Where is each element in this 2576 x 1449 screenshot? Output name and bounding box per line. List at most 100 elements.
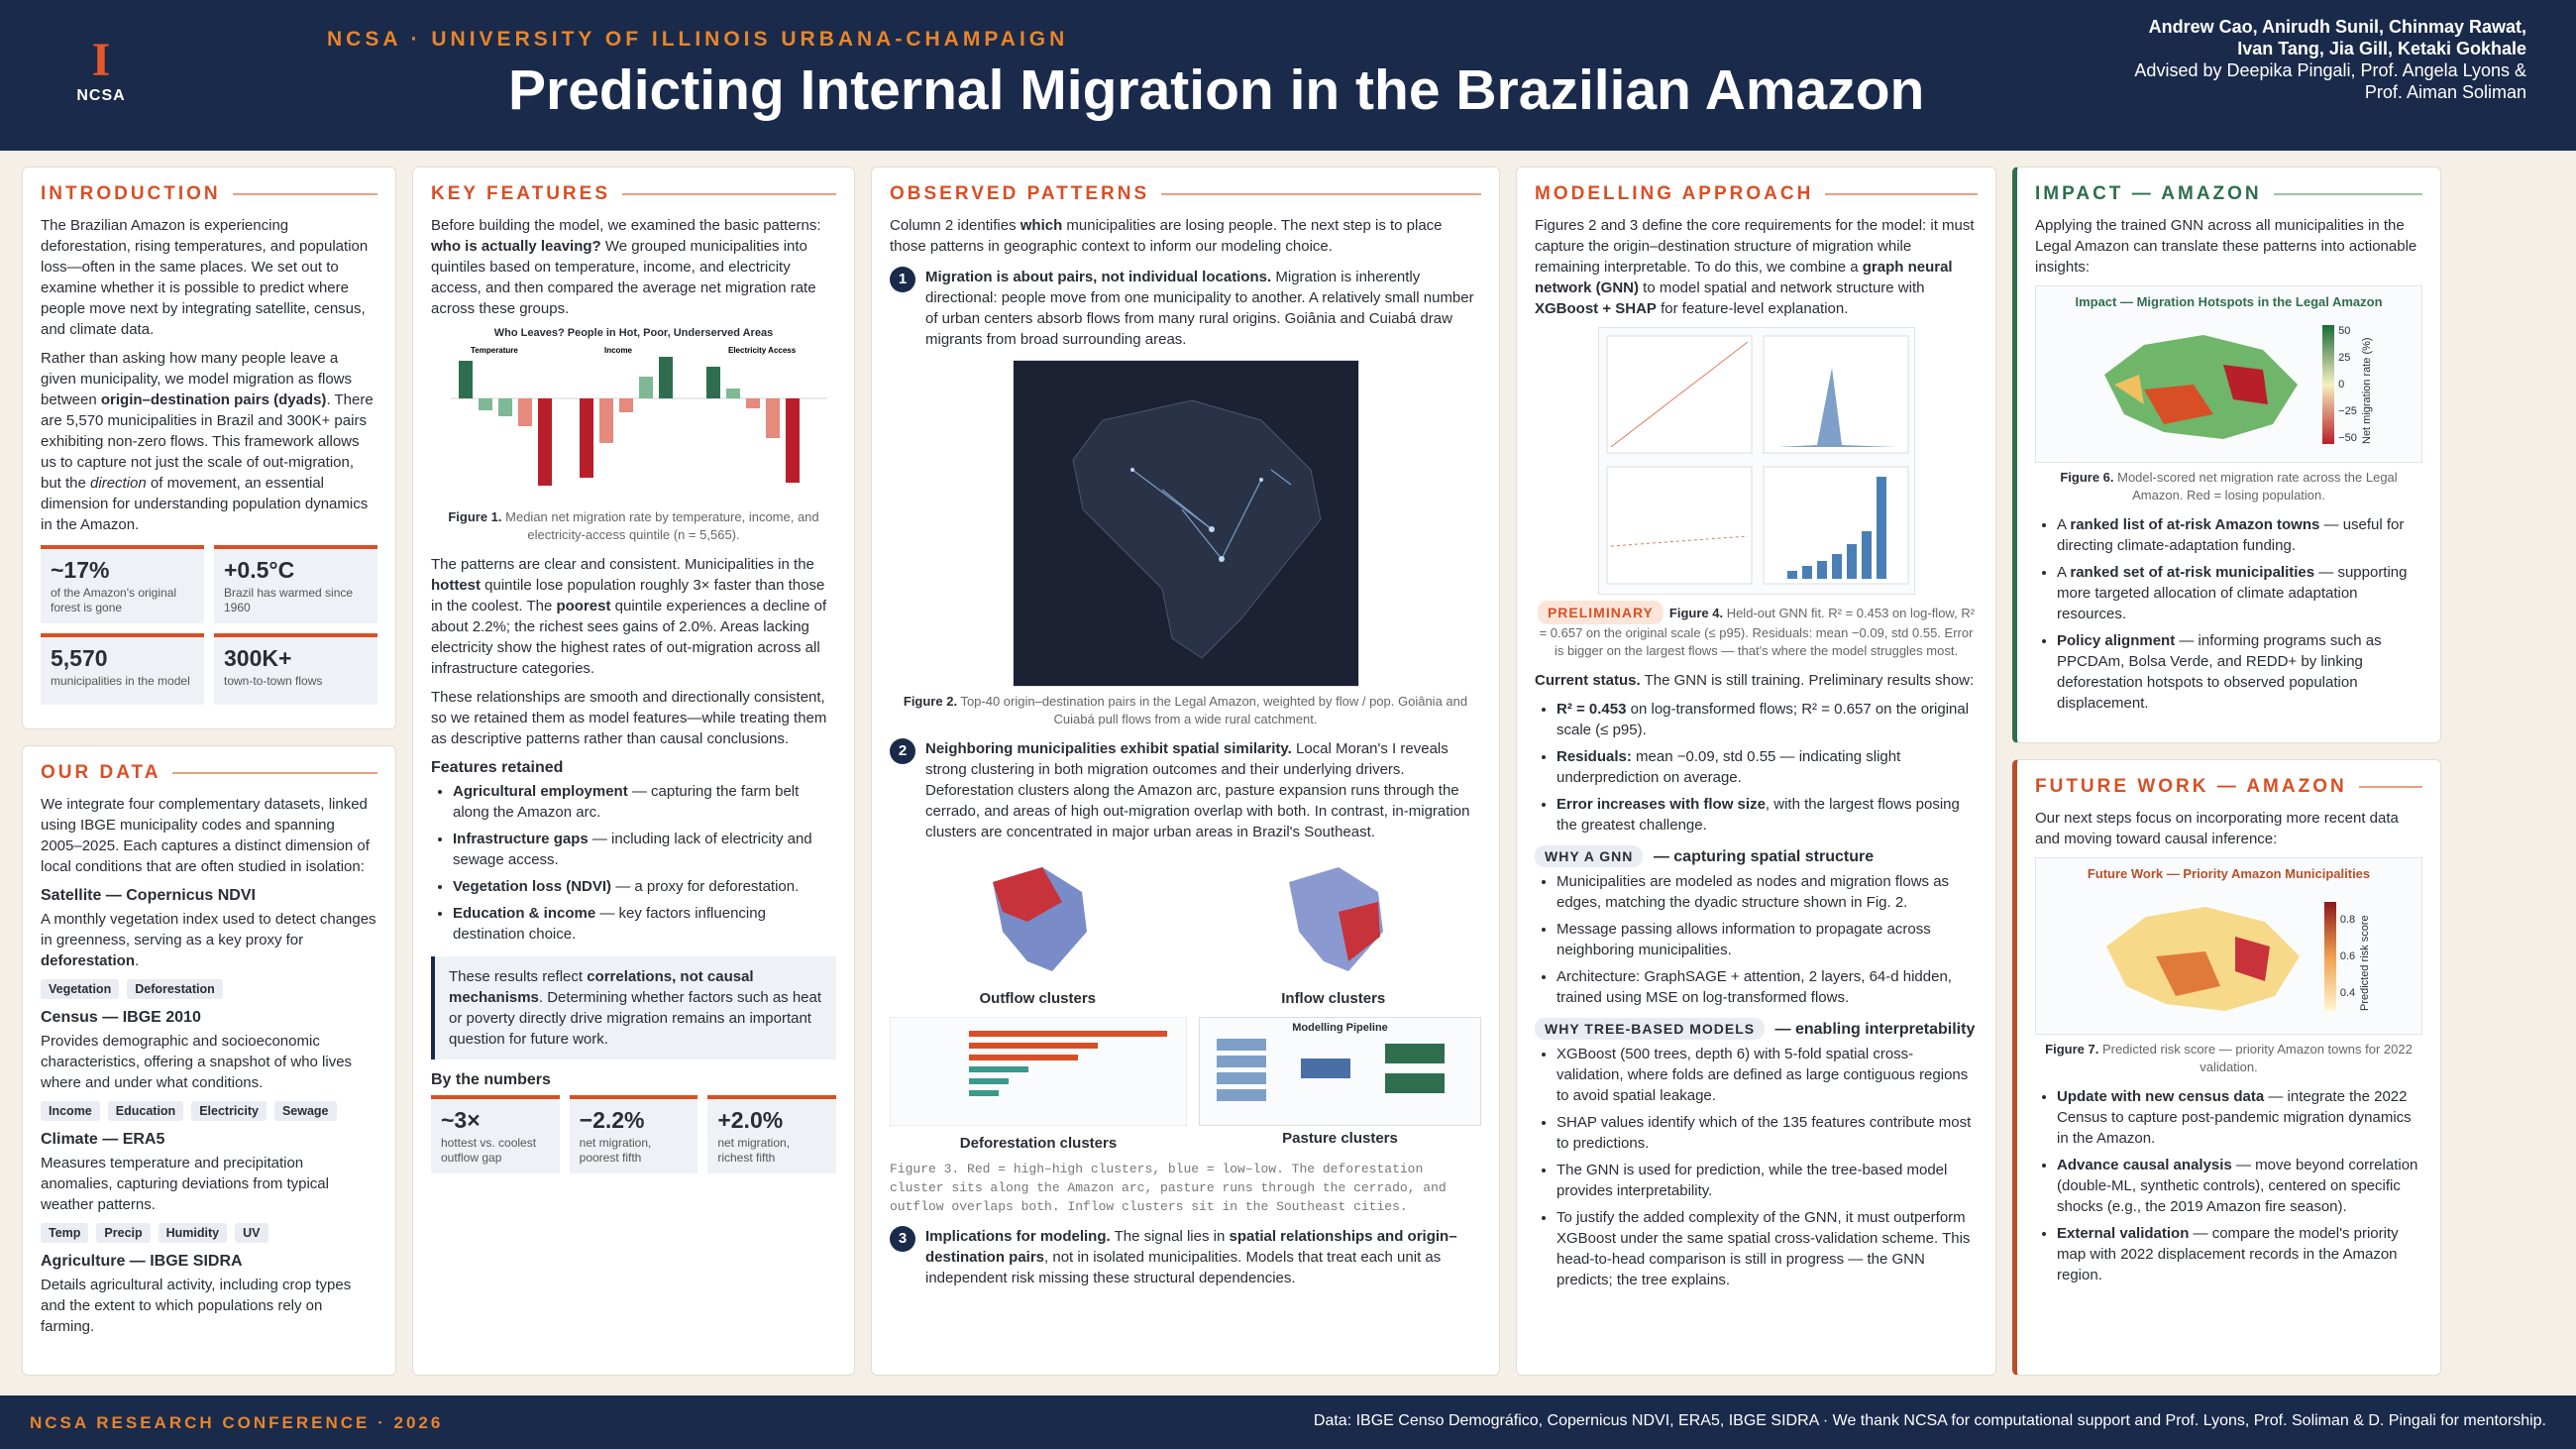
dataset-item: Climate — ERA5 Measures temperature and … [41, 1131, 377, 1243]
gnn-heading: WHY A GNN — capturing spatial structure [1535, 845, 1978, 867]
intro-stats: ~17% of the Amazon's original forest is g… [41, 545, 377, 705]
dataset-desc: Provides demographic and socioeconomic c… [41, 1033, 353, 1091]
authors-block: Andrew Cao, Anirudh Sunil, Chinmay Rawat… [2110, 16, 2526, 103]
numbers-stats: ~3× hottest vs. coolest outflow gap −2.2%… [431, 1095, 836, 1173]
colorbar-label: Predicted risk score [2359, 915, 2372, 1011]
figure-caption: Figure 1. Median net migration rate by t… [448, 509, 819, 542]
tag: Income [41, 1101, 100, 1121]
tag: Deforestation [127, 979, 223, 999]
acknowledgements: Data: IBGE Censo Demográfico, Copernicus… [1313, 1412, 2546, 1429]
list-item: Policy alignment — informing programs su… [2057, 630, 2422, 714]
panel-label: Income [604, 346, 633, 355]
map-title: Impact — Migration Hotspots in the Legal… [2075, 294, 2383, 309]
impact-intro: Applying the trained GNN across all muni… [2035, 217, 2417, 276]
list-item: Update with new census data — integrate … [2057, 1086, 2422, 1149]
dataset-item: Agriculture — IBGE SIDRA Details agricul… [41, 1253, 377, 1337]
brazil-flow-map [1071, 399, 1322, 659]
dataset-item: Satellite — Copernicus NDVI A monthly ve… [41, 887, 377, 999]
tag: Temp [41, 1223, 89, 1243]
data-intro: We integrate four complementary datasets… [41, 796, 370, 875]
outflow-map: Outflow clusters [973, 852, 1102, 1011]
advisors: Advised by Deepika Pingali, Prof. Angela… [2134, 60, 2526, 102]
impact-panel: IMPACT — AMAZON Applying the trained GNN… [2012, 167, 2441, 743]
tag: Education [107, 1101, 184, 1121]
list-item: Advance causal analysis — move beyond co… [2057, 1155, 2422, 1217]
impact-list: A ranked list of at-risk Amazon towns — … [2057, 514, 2422, 714]
dataset-desc: Details agricultural activity, including… [41, 1277, 352, 1335]
list-item: Architecture: GraphSAGE + attention, 2 l… [1556, 966, 1978, 1008]
figure-1: Who Leaves? People in Hot, Poor, Underse… [431, 327, 836, 544]
introduction-panel: INTRODUCTION The Brazilian Amazon is exp… [22, 167, 396, 729]
section-heading: INTRODUCTION [41, 183, 377, 205]
figure-caption: PRELIMINARY Figure 4. Held-out GNN fit. R… [1535, 601, 1978, 660]
impact-colorbar: 50 25 0 −25 −50 Net migration rate (%) [2322, 325, 2373, 444]
list-item: Vegetation loss (NDVI) — a proxy for def… [453, 876, 836, 897]
conference-label: NCSA RESEARCH CONFERENCE · 2026 [30, 1413, 444, 1432]
causality-note: These results reflect correlations, not … [431, 956, 836, 1059]
future-intro: Our next steps focus on incorporating mo… [2035, 810, 2399, 847]
figure-caption: Figure 7. Predicted risk score — priorit… [2045, 1042, 2413, 1074]
header-kicker: NCSA · UNIVERSITY OF ILLINOIS URBANA-CHA… [327, 28, 1069, 51]
list-item: Message passing allows information to pr… [1556, 919, 1978, 960]
list-item: SHAP values identify which of the 135 fe… [1556, 1112, 1978, 1154]
pasture-pipeline: Modelling Pipeline Pasture clusters [1199, 1017, 1481, 1156]
section-heading: KEY FEATURES [431, 183, 836, 205]
modelling-panel: MODELLING APPROACH Figures 2 and 3 defin… [1516, 167, 1996, 1376]
list-item: Residuals: mean −0.09, std 0.55 — indica… [1556, 746, 1978, 788]
features-paragraph-2: The patterns are clear and consistent. M… [431, 556, 827, 677]
map-title: Future Work — Priority Amazon Municipali… [2087, 866, 2371, 881]
features-paragraph-3: These relationships are smooth and direc… [431, 689, 827, 747]
gnn-list: Municipalities are modeled as nodes and … [1556, 871, 1978, 1008]
cluster-drivers: Deforestation clusters Modelling Pipelin… [889, 1016, 1481, 1156]
future-list: Update with new census data — integrate … [2057, 1086, 2422, 1285]
section-heading: MODELLING APPROACH [1535, 183, 1978, 205]
numbered-point: 1 Migration is about pairs, not individua… [890, 267, 1481, 350]
poster-header: I NCSA NCSA · UNIVERSITY OF ILLINOIS URB… [0, 0, 2576, 151]
retained-heading: Features retained [431, 759, 564, 776]
tag: Precip [96, 1223, 151, 1243]
list-item: Error increases with flow size, with the… [1556, 794, 1978, 836]
stat-card: +2.0% net migration, richest fifth [707, 1095, 836, 1173]
tag: Electricity [191, 1101, 267, 1121]
stat-card: +0.5°C Brazil has warmed since 1960 [214, 545, 377, 623]
figure-2-flow-map [1012, 360, 1359, 687]
risk-colorbar: 0.8 0.6 0.4 Predicted risk score [2323, 902, 2372, 1011]
stat-card: −2.2% net migration, poorest fifth [569, 1095, 698, 1173]
deforestation-chart: Deforestation clusters [889, 1016, 1188, 1156]
list-item: Municipalities are modeled as nodes and … [1556, 871, 1978, 913]
figure-7: Future Work — Priority Amazon Municipali… [2035, 857, 2422, 1035]
tag: Sewage [273, 1101, 337, 1121]
numbered-point: 2 Neighboring municipalities exhibit spat… [890, 738, 1481, 842]
figure-4-diagnostics [1597, 327, 1915, 595]
stat-card: ~17% of the Amazon's original forest is g… [41, 545, 204, 623]
stat-card: 300K+ town-to-town flows [214, 633, 377, 705]
section-heading: OUR DATA [41, 762, 377, 784]
key-features-panel: KEY FEATURES Before building the model, … [412, 167, 855, 1376]
tree-heading: WHY TREE-BASED MODELS — enabling interpr… [1535, 1018, 1978, 1040]
panel-label: Electricity Access [728, 346, 797, 355]
future-work-panel: FUTURE WORK — AMAZON Our next steps focu… [2012, 759, 2441, 1376]
poster-title: Predicting Internal Migration in the Bra… [508, 58, 1925, 122]
results-list: R² = 0.453 on log-transformed flows; R² … [1556, 699, 1978, 836]
dataset-desc: Measures temperature and precipitation a… [41, 1155, 329, 1213]
colorbar-label: Net migration rate (%) [2360, 337, 2373, 444]
stat-card: 5,570 municipalities in the model [41, 633, 204, 705]
our-data-panel: OUR DATA We integrate four complementary… [22, 745, 396, 1376]
retained-list: Agricultural employment — capturing the … [453, 781, 836, 945]
map-title: Outflow clusters [979, 990, 1097, 1007]
logo-text: NCSA [76, 87, 126, 104]
figure-title: Who Leaves? People in Hot, Poor, Underse… [493, 327, 774, 339]
features-intro: Before building the model, we examined t… [431, 217, 821, 317]
stat-card: ~3× hottest vs. coolest outflow gap [431, 1095, 560, 1173]
figure-1-bars: Temperature Income Electricity Access [451, 346, 827, 486]
impact-map [2104, 335, 2299, 439]
map-title: Inflow clusters [1281, 990, 1386, 1007]
figure-caption: Figure 2. Top-40 origin–destination pair… [903, 694, 1468, 726]
dataset-item: Census — IBGE 2010 Provides demographic … [41, 1009, 377, 1121]
figure-caption: Figure 6. Model-scored net migration rat… [2060, 470, 2398, 502]
section-heading: FUTURE WORK — AMAZON [2035, 776, 2422, 798]
list-item: Education & income — key factors influen… [453, 903, 836, 945]
figure-3-caption: Figure 3. Red = high–high clusters, blue… [890, 1162, 1447, 1214]
pipeline-title: Modelling Pipeline [1292, 1022, 1388, 1034]
chart-title: Pasture clusters [1282, 1130, 1398, 1147]
